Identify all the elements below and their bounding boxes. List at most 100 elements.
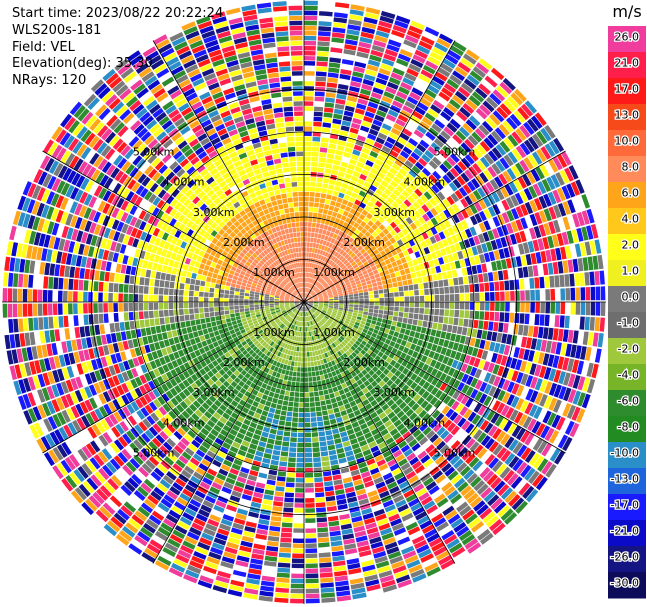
gate-cell — [334, 570, 348, 577]
gate-cell — [564, 420, 575, 435]
gate-cell — [273, 366, 279, 372]
gate-cell — [295, 382, 300, 387]
gate-cell — [497, 504, 511, 518]
gate-cell — [308, 310, 311, 316]
gate-cell — [293, 407, 299, 412]
gate-cell — [93, 281, 99, 292]
gate-cell — [516, 444, 528, 458]
gate-cell — [293, 336, 297, 341]
gate-cell — [557, 434, 569, 449]
gate-cell — [336, 363, 342, 369]
gate-cell — [567, 373, 576, 388]
gate-cell — [339, 343, 345, 349]
gate-cell — [534, 364, 542, 377]
gate-cell — [309, 346, 312, 352]
gate-cell — [138, 285, 144, 294]
gate-cell — [241, 535, 254, 543]
gate-cell — [435, 345, 443, 354]
gate-cell — [342, 352, 348, 359]
gate-cell — [286, 477, 295, 483]
gate-cell — [417, 468, 428, 479]
gate-cell — [450, 350, 457, 359]
gate-cell — [140, 447, 151, 459]
gate-cell — [275, 587, 289, 593]
gate-cell — [203, 373, 211, 381]
gate-cell — [435, 370, 443, 379]
gate-cell — [310, 417, 317, 422]
gate-cell — [298, 422, 304, 428]
gate-cell — [433, 352, 440, 361]
gate-cell — [300, 306, 303, 311]
gate-cell — [93, 303, 98, 314]
gate-cell — [155, 325, 162, 334]
gate-cell — [218, 376, 226, 384]
gate-cell — [197, 329, 204, 337]
gate-cell — [325, 490, 335, 497]
gate-cell — [357, 352, 364, 359]
gate-cell — [176, 404, 185, 413]
gate-cell — [338, 405, 346, 412]
gate-cell — [399, 302, 405, 307]
gate-cell — [562, 329, 569, 343]
gate-cell — [224, 294, 229, 299]
gate-cell — [268, 469, 278, 476]
gate-cell — [384, 338, 391, 345]
gate-cell — [428, 335, 435, 344]
gate-cell — [115, 533, 130, 546]
gate-cell — [296, 305, 301, 309]
gate-cell — [209, 463, 220, 472]
gate-cell — [266, 396, 273, 402]
gate-cell — [367, 395, 375, 403]
gate-cell — [524, 402, 534, 415]
gate-cell — [308, 321, 311, 326]
gate-cell — [414, 367, 422, 376]
gate-cell — [169, 316, 175, 324]
gate-cell — [435, 380, 443, 389]
gate-cell — [312, 307, 317, 311]
gate-cell — [269, 346, 274, 353]
gate-cell — [552, 355, 560, 369]
gate-cell — [68, 291, 73, 302]
gate-cell — [324, 352, 329, 358]
gate-cell — [256, 445, 265, 453]
gate-cell — [524, 450, 536, 464]
gate-cell — [239, 399, 247, 407]
gate-cell — [153, 467, 165, 478]
gate-cell — [368, 369, 375, 376]
gate-cell — [550, 341, 557, 354]
gate-cell — [326, 383, 332, 389]
gate-cell — [150, 471, 162, 482]
gate-cell — [229, 306, 234, 310]
gate-cell — [57, 290, 63, 302]
gate-cell — [306, 316, 309, 322]
gate-cell — [374, 355, 381, 362]
gate-cell — [368, 327, 374, 333]
gate-cell — [279, 415, 286, 421]
gate-cell — [250, 358, 257, 365]
gate-cell — [515, 398, 525, 411]
gate-cell — [304, 306, 306, 312]
gate-cell — [329, 377, 335, 383]
gate-cell — [162, 441, 173, 452]
gate-cell — [201, 458, 211, 468]
gate-cell — [265, 384, 272, 391]
gate-cell — [316, 416, 323, 422]
gate-cell — [398, 373, 406, 381]
gate-cell — [384, 541, 398, 550]
gate-cell — [168, 295, 174, 302]
gate-cell — [290, 593, 304, 599]
gate-cell — [287, 310, 292, 314]
gate-cell — [356, 346, 363, 352]
gate-cell — [235, 284, 241, 289]
gate-cell — [527, 325, 534, 337]
gate-cell — [348, 309, 354, 313]
gate-cell — [288, 328, 292, 334]
gate-cell — [531, 420, 542, 434]
gate-cell — [297, 437, 304, 443]
gate-cell — [347, 324, 353, 330]
gate-cell — [220, 392, 228, 400]
gate-cell — [305, 311, 307, 317]
gate-cell — [317, 537, 330, 543]
gate-cell — [130, 266, 137, 276]
gate-cell — [204, 561, 219, 570]
